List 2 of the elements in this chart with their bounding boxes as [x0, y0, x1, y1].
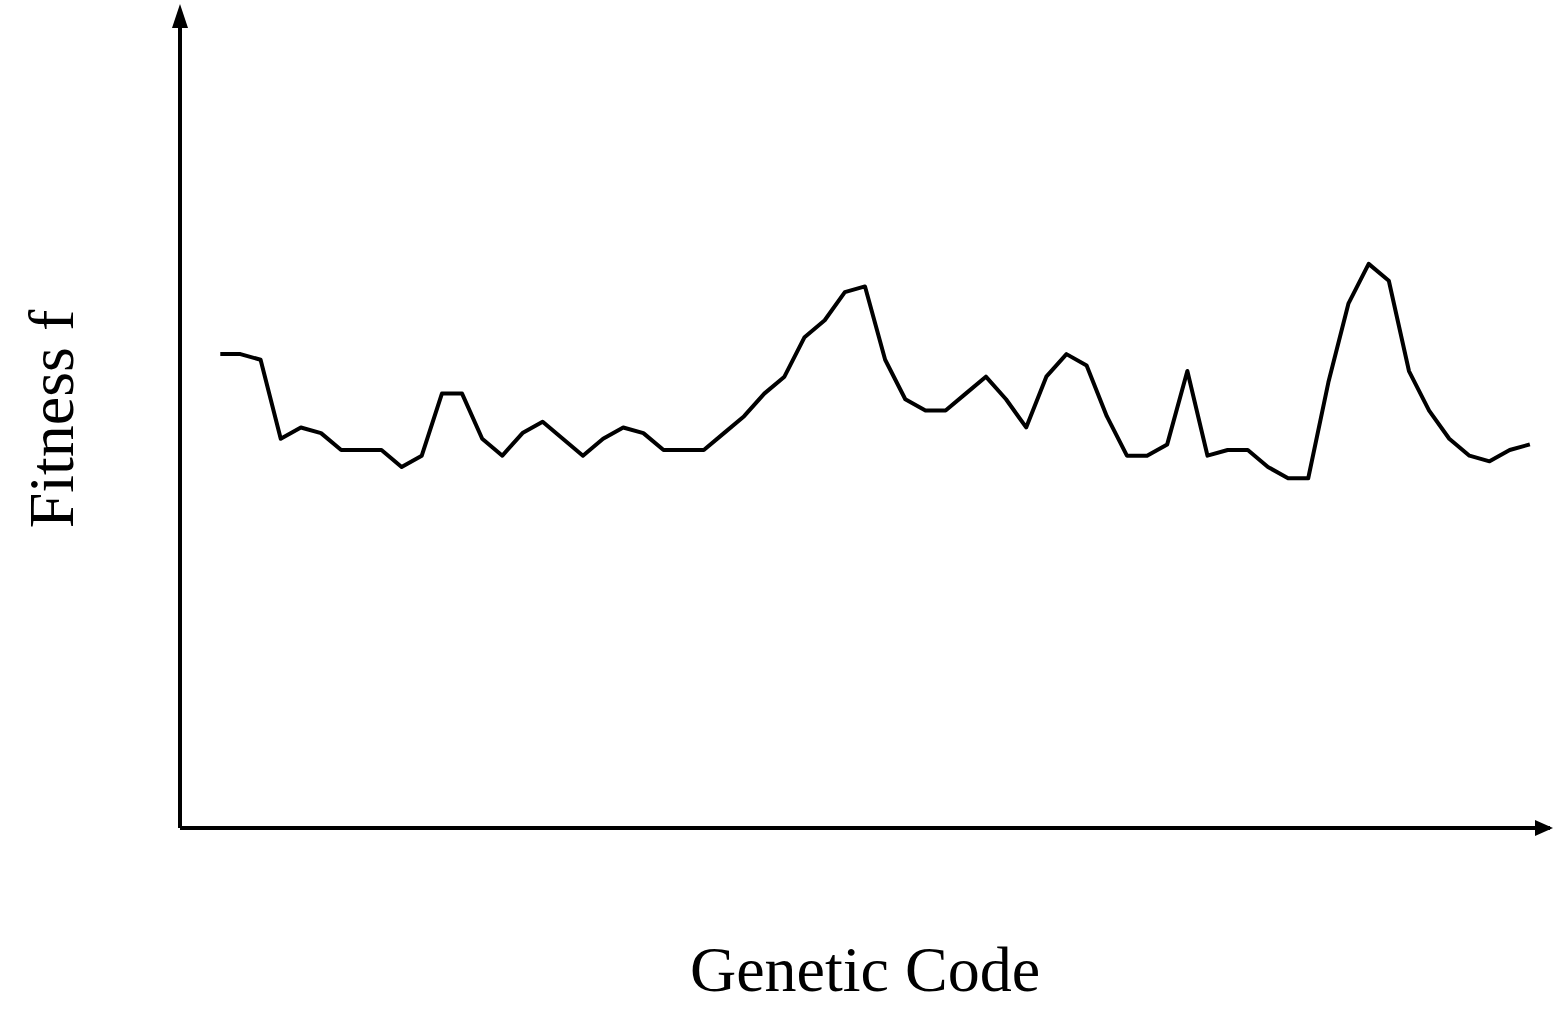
y-axis-title: Fitness f [15, 308, 87, 529]
x-axis-title: Genetic Code [689, 934, 1041, 1005]
